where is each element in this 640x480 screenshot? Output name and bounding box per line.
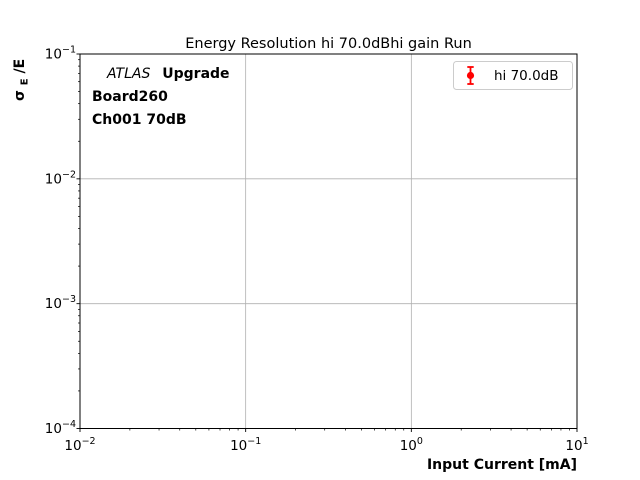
errorbar-point bbox=[466, 71, 475, 80]
legend-entry-label: hi 70.0dB bbox=[494, 68, 559, 84]
x-tick-label: 100 bbox=[400, 436, 423, 454]
plot-area bbox=[79, 53, 578, 429]
annotation-line-3: Ch001 70dB bbox=[92, 112, 187, 128]
legend: hi 70.0dB bbox=[453, 61, 573, 90]
x-tick-label: 10−2 bbox=[64, 436, 95, 454]
x-tick-label: 10−1 bbox=[230, 436, 261, 454]
y-tick-label: 10−3 bbox=[45, 294, 76, 312]
chart-title: Energy Resolution hi 70.0dBhi gain Run bbox=[185, 36, 472, 52]
grid-lines bbox=[80, 54, 577, 429]
annotation-line-1: ATLAS Upgrade bbox=[106, 66, 230, 82]
y-axis-label-symbol: σ bbox=[12, 90, 28, 101]
x-axis-label: Input Current [mA] bbox=[427, 457, 577, 473]
x-tick-labels: 10−2 10−1 100 101 bbox=[64, 436, 588, 454]
y-tick-label: 10−2 bbox=[45, 169, 76, 187]
x-tick-label: 101 bbox=[565, 436, 588, 454]
y-tick-label: 10−1 bbox=[45, 45, 76, 63]
annotation-atlas-italic: ATLAS bbox=[106, 66, 150, 82]
y-tick-labels: 10−1 10−2 10−3 10−4 bbox=[45, 45, 76, 438]
annotation-upgrade-bold: Upgrade bbox=[162, 66, 229, 82]
y-axis-label-subscript: E bbox=[20, 78, 31, 85]
annotation-line-2: Board260 bbox=[92, 89, 168, 105]
axis-ticks bbox=[76, 53, 578, 432]
errorbar-marker-icon bbox=[466, 66, 475, 85]
y-tick-label: 10−4 bbox=[45, 419, 76, 437]
atlas-annotation: ATLAS Upgrade Board260 Ch001 70dB bbox=[92, 66, 230, 128]
y-axis-label-suffix: /E bbox=[12, 59, 28, 74]
y-axis-label: σ E /E bbox=[12, 59, 32, 101]
legend-box bbox=[453, 61, 573, 90]
